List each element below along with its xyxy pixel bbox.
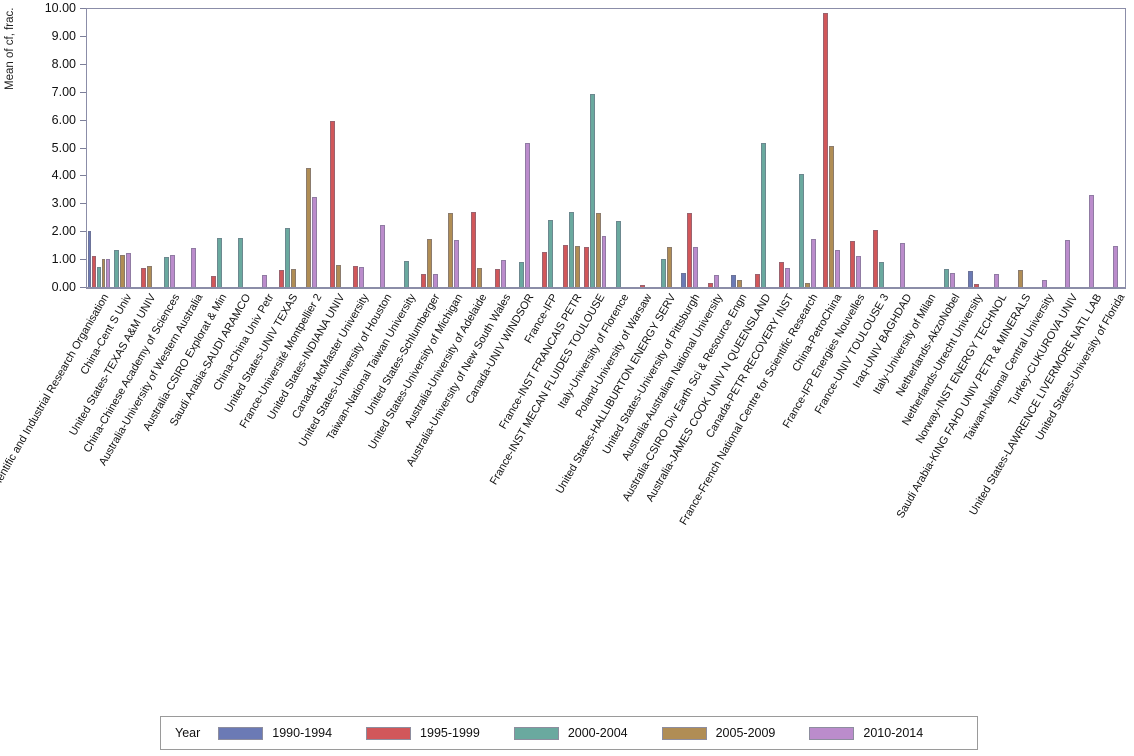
- y-tick-label: 8.00: [51, 56, 76, 71]
- y-tick-mark: [80, 8, 86, 9]
- bar-group: [87, 9, 111, 288]
- y-tick-label: 1.00: [51, 252, 76, 267]
- legend-swatch: [809, 726, 855, 740]
- legend-swatch: [661, 726, 707, 740]
- x-axis-labels: Australia-Commonwealth Scientific and In…: [0, 288, 1134, 708]
- y-tick-label: 7.00: [51, 84, 76, 99]
- bar: [87, 230, 92, 288]
- y-tick-label: 3.00: [51, 196, 76, 211]
- y-tick-mark: [80, 287, 86, 288]
- legend-item[interactable]: 2000-2004: [513, 726, 628, 740]
- y-tick-label: 0.00: [51, 280, 76, 294]
- legend-label: 2005-2009: [715, 726, 776, 740]
- y-tick-mark: [80, 203, 86, 205]
- y-tick-mark: [80, 119, 86, 121]
- y-axis-ticks: 0.00 1.00 2.00 3.00 4.00 5.00 6.00 7.00 8.00 9.00…: [0, 0, 86, 294]
- plot-area: [86, 8, 1126, 288]
- bar-groups: [87, 9, 1125, 288]
- legend-swatch: [218, 726, 264, 740]
- legend-swatch: [513, 726, 559, 740]
- bar-group: [678, 9, 702, 288]
- legend-label: 1990-1994: [272, 726, 333, 740]
- legend-swatch: [366, 726, 412, 740]
- bar-group: [560, 9, 584, 288]
- x-axis-line: [86, 287, 1126, 289]
- bar-group: [583, 9, 607, 288]
- y-tick-mark: [80, 231, 86, 233]
- legend-item[interactable]: 2005-2009: [661, 726, 776, 740]
- legend-item[interactable]: 2010-2014: [809, 726, 923, 740]
- legend-label: 1995-1999: [420, 726, 480, 740]
- legend: Year 1990-1994 1995-1999 2000-2004 2005-200…: [160, 716, 978, 750]
- bar: [96, 267, 101, 288]
- y-tick-label: 5.00: [51, 140, 76, 155]
- y-tick-label: 6.00: [51, 112, 76, 127]
- legend-item[interactable]: 1995-1999: [366, 726, 480, 740]
- legend-title: Year: [175, 726, 201, 740]
- y-tick-label: 9.00: [51, 28, 76, 43]
- y-tick-mark: [80, 175, 86, 177]
- y-tick-mark: [80, 63, 86, 65]
- y-tick-mark: [80, 35, 86, 37]
- y-tick-label: 10.00: [44, 1, 76, 15]
- y-tick-mark: [80, 147, 86, 149]
- y-tick-label: 4.00: [51, 168, 76, 183]
- legend-label: 2000-2004: [567, 726, 628, 740]
- legend-item[interactable]: 1990-1994: [218, 726, 332, 740]
- bar: [92, 256, 96, 288]
- y-tick-mark: [80, 91, 86, 93]
- y-tick-mark: [80, 259, 86, 261]
- legend-label: 2010-2014: [863, 726, 924, 740]
- y-tick-label: 2.00: [51, 224, 76, 239]
